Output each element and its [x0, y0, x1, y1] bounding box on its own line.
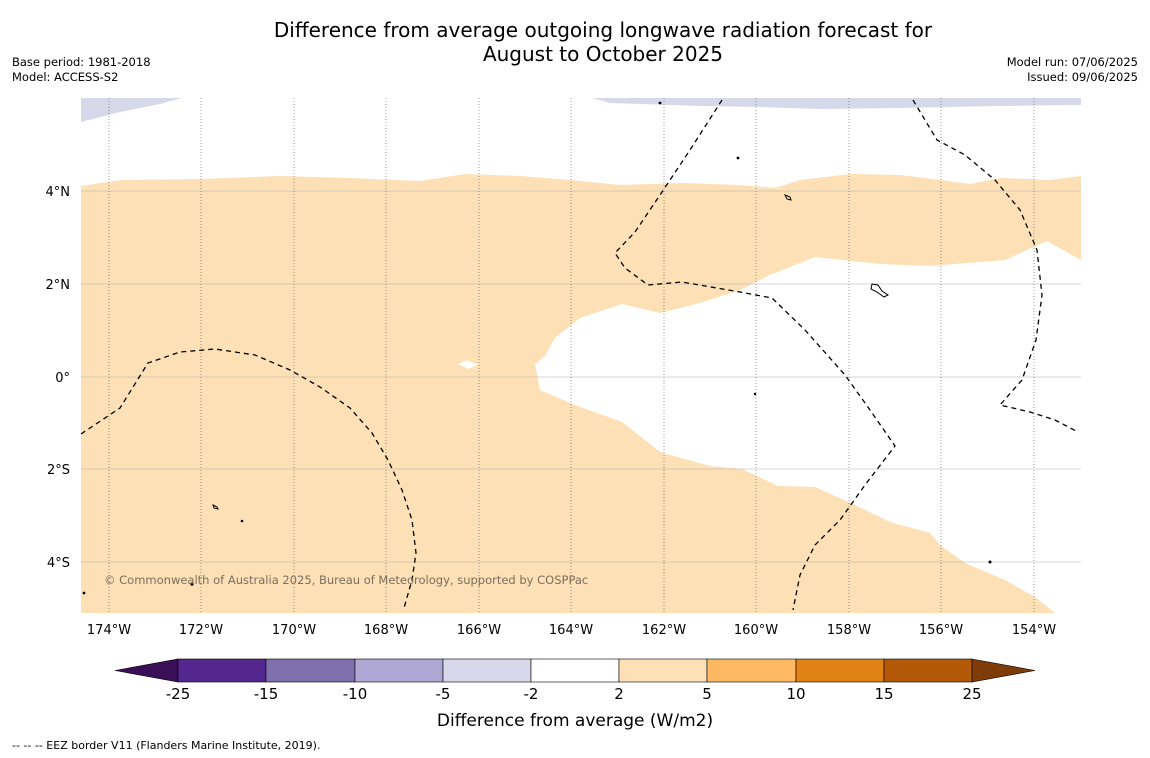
lon-label: 166°W	[457, 623, 501, 638]
colorbar-ticks: -25 -15 -10 -5 -2 2 5 10 15 25	[166, 685, 982, 703]
lon-label: 154°W	[1012, 623, 1056, 638]
colorbar-segments	[114, 658, 1036, 683]
colorbar-extend-high	[971, 658, 1036, 683]
lon-label: 156°W	[919, 623, 963, 638]
eez-border-east	[912, 99, 1079, 433]
model-run: Model run: 07/06/2025	[1006, 55, 1138, 69]
latitude-gridlines	[81, 190, 1081, 563]
map-panel: © Commonwealth of Australia 2025, Bureau…	[81, 98, 1081, 613]
lon-label: 160°W	[734, 623, 778, 638]
lat-label: 0°	[55, 371, 70, 386]
colorbar-tick-label: 5	[702, 685, 712, 703]
colorbar-segment	[883, 658, 973, 683]
colorbar-extend-low	[114, 658, 179, 683]
colorbar-tick-label: 2	[614, 685, 624, 703]
eez-border-west	[81, 348, 417, 609]
longitude-labels: 174°W 172°W 170°W 168°W 166°W 164°W 162°…	[87, 623, 1056, 638]
island-dot	[753, 392, 757, 396]
colorbar-segment	[354, 658, 444, 683]
title-line-2: August to October 2025	[482, 42, 724, 66]
island-outline	[783, 194, 792, 201]
issued-date: Issued: 09/06/2025	[1027, 70, 1138, 84]
island-dot	[240, 519, 244, 523]
lat-label: 2°S	[47, 463, 70, 478]
colorbar-tick-label: -10	[343, 685, 368, 703]
meta-left: Base period: 1981-2018 Model: ACCESS-S2	[12, 55, 151, 85]
lon-label: 158°W	[827, 623, 871, 638]
lon-label: 162°W	[642, 623, 686, 638]
lon-label: 164°W	[549, 623, 593, 638]
island-dot	[988, 560, 992, 564]
eez-legend-note: -- -- -- EEZ border V11 (Flanders Marine…	[12, 739, 321, 752]
meta-right: Model run: 07/06/2025 Issued: 09/06/2025	[1007, 55, 1138, 85]
model-name: Model: ACCESS-S2	[12, 70, 119, 84]
eez-borders	[81, 99, 1079, 611]
title-line-1: Difference from average outgoing longwav…	[273, 18, 933, 42]
island-outline	[212, 504, 219, 510]
island-outline	[870, 283, 889, 298]
colorbar-label: Difference from average (W/m2)	[437, 711, 713, 731]
colorbar-tick-label: -15	[254, 685, 279, 703]
colorbar-segment	[177, 658, 267, 683]
lat-label: 4°N	[46, 185, 71, 200]
colorbar-segment	[618, 658, 708, 683]
colorbar-tick-label: 10	[786, 685, 805, 703]
island-dot	[190, 582, 194, 586]
colorbar-segment	[706, 658, 797, 683]
lon-label: 174°W	[87, 623, 131, 638]
colorbar-segment	[265, 658, 356, 683]
map-figure: © Commonwealth of Australia 2025, Bureau…	[46, 98, 1081, 731]
base-period: Base period: 1981-2018	[12, 55, 151, 69]
negative-anomaly-region-east	[592, 98, 1081, 109]
latitude-labels: 4°N 2°N 0° 2°S 4°S	[46, 185, 71, 571]
map-title: Difference from average outgoing longwav…	[0, 18, 1150, 66]
colorbar-tick-label: -2	[524, 685, 539, 703]
colorbar-tick-label: -25	[166, 685, 191, 703]
copyright-note: © Commonwealth of Australia 2025, Bureau…	[104, 573, 588, 587]
island-outlines	[82, 101, 992, 595]
lon-label: 172°W	[179, 623, 223, 638]
colorbar-tick-label: 25	[962, 685, 981, 703]
island-dot	[82, 591, 86, 595]
colorbar-segment	[442, 658, 532, 683]
white-patch	[458, 360, 478, 369]
colorbar-tick-label: -5	[436, 685, 451, 703]
colorbar-tick-label: 15	[874, 685, 893, 703]
lat-label: 4°S	[47, 556, 70, 571]
longitude-gridlines	[108, 98, 1035, 613]
lon-label: 170°W	[272, 623, 316, 638]
island-dot	[658, 101, 662, 105]
colorbar: -25 -15 -10 -5 -2 2 5 10 15 25 Difference from av…	[114, 658, 1036, 731]
lat-label: 2°N	[46, 278, 71, 293]
lon-label: 168°W	[364, 623, 408, 638]
island-dot	[736, 156, 740, 160]
negative-anomaly-region-west	[81, 98, 182, 122]
colorbar-segment	[530, 658, 620, 683]
colorbar-segment	[795, 658, 885, 683]
